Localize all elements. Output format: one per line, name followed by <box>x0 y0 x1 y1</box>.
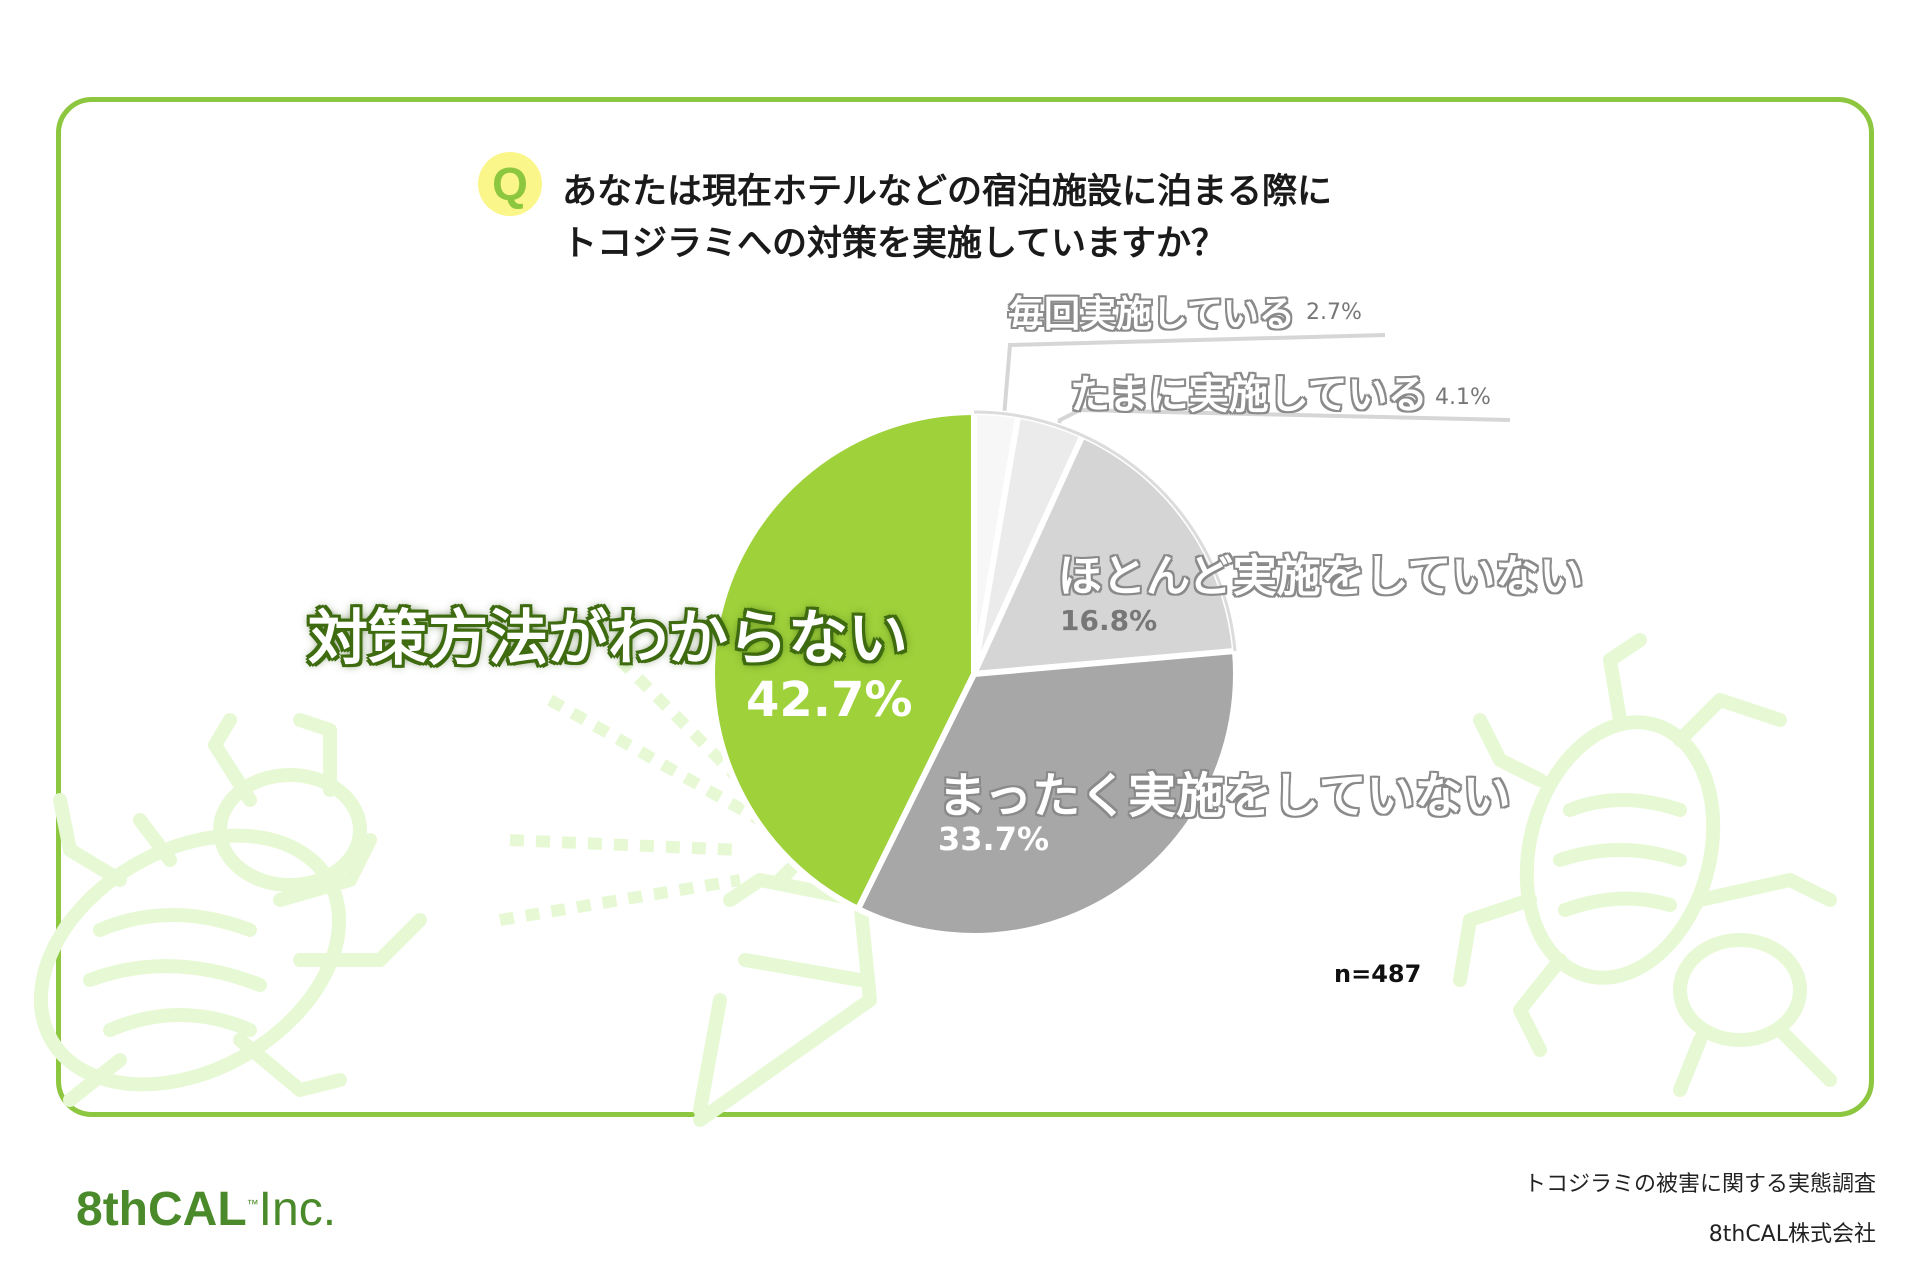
question-line-2: トコジラミへの対策を実施していますか？ <box>562 224 1226 264</box>
label-rarely: ほとんど実施をしていない <box>1058 551 1584 602</box>
pct-rarely: 16.8% <box>1060 604 1158 637</box>
logo-main: 8thCAL <box>76 1183 247 1236</box>
label-never: まったく実施をしていない <box>938 768 1511 824</box>
logo-tm: ™ <box>246 1197 259 1211</box>
sample-size: n=487 <box>1334 960 1422 988</box>
survey-name: トコジラミの被害に関する実態調査 <box>1523 1172 1876 1197</box>
pct-dont-know: 42.7% <box>746 672 913 728</box>
bedbug-icon <box>33 713 427 1107</box>
leader-line-every-time <box>1001 333 1386 430</box>
pie-rim <box>973 410 1237 652</box>
question-text: あなたは現在ホテルなどの宿泊施設に泊まる際に トコジラミへの対策を実施しています… <box>562 166 1462 270</box>
question-badge <box>478 152 542 216</box>
pct-every-time: 2.7% <box>1306 300 1362 325</box>
pct-sometimes: 4.1% <box>1435 385 1491 410</box>
label-sometimes: たまに実施している <box>1070 372 1428 418</box>
slice-dont-know <box>709 409 977 912</box>
question-line-1: あなたは現在ホテルなどの宿泊施設に泊まる際に <box>562 172 1333 212</box>
logo-suffix: Inc. <box>258 1183 337 1236</box>
company-name: 8thCAL株式会社 <box>1708 1222 1876 1247</box>
bedbug-icon <box>1453 633 1837 1097</box>
pct-never: 33.7% <box>938 820 1050 858</box>
company-logo: 8thCAL™Inc. <box>76 1182 336 1237</box>
label-every-time: 毎回実施している <box>1008 294 1295 335</box>
label-dont-know: 対策方法がわからない <box>308 604 908 674</box>
question-badge-letter: Q <box>492 158 528 210</box>
